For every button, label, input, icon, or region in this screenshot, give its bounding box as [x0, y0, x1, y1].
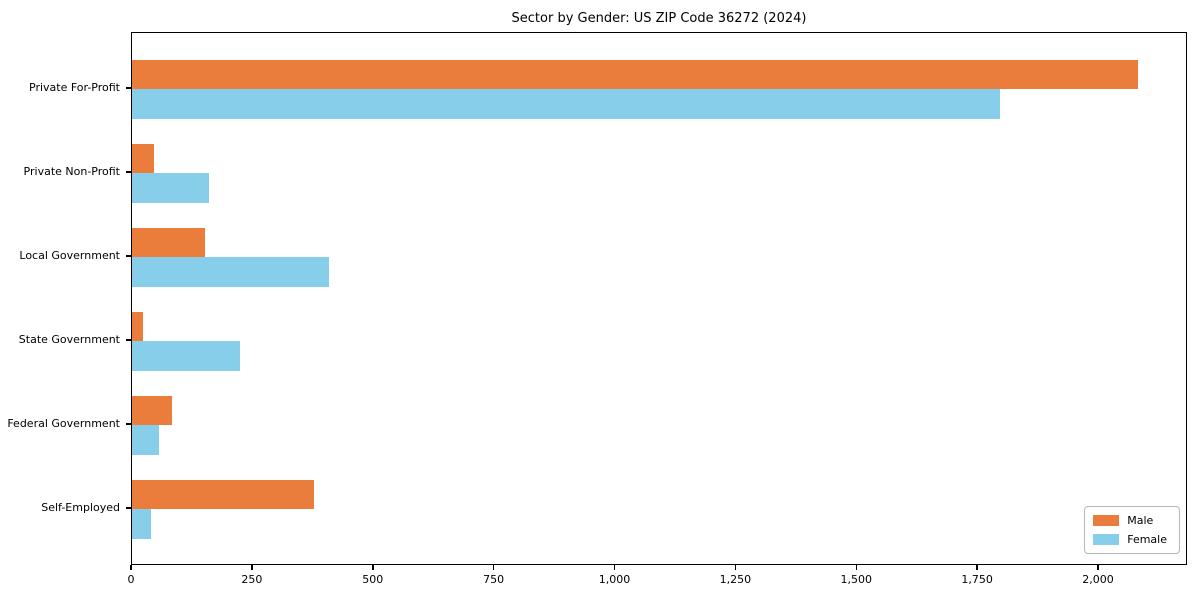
bar-female-4	[132, 425, 160, 455]
x-tick-label: 500	[362, 573, 384, 586]
legend-item-female: Female	[1093, 533, 1167, 546]
y-tick-mark	[126, 171, 131, 173]
y-tick-label: Private Non-Profit	[23, 165, 120, 178]
x-tick-label: 1,250	[719, 573, 752, 586]
bar-male-0	[132, 59, 1138, 89]
x-tick-mark	[251, 565, 253, 570]
chart-title: Sector by Gender: US ZIP Code 36272 (202…	[511, 11, 807, 26]
y-tick-mark	[126, 255, 131, 257]
bar-female-2	[132, 257, 330, 287]
x-tick-label: 1,000	[598, 573, 631, 586]
bar-female-3	[132, 341, 241, 371]
x-tick-mark	[372, 565, 374, 570]
legend-swatch-female	[1093, 534, 1120, 545]
bar-male-3	[132, 311, 144, 341]
bar-female-1	[132, 173, 209, 203]
x-tick-mark	[130, 565, 132, 570]
legend-swatch-male	[1093, 515, 1120, 526]
x-tick-label: 0	[127, 573, 135, 586]
x-tick-label: 750	[483, 573, 505, 586]
bar-male-2	[132, 227, 205, 257]
y-tick-label: Self-Employed	[41, 501, 120, 514]
y-tick-label: State Government	[18, 333, 120, 346]
y-tick-mark	[126, 339, 131, 341]
x-tick-label: 1,750	[961, 573, 993, 586]
legend-label-male: Male	[1127, 514, 1154, 527]
plot-area: Male Female	[131, 32, 1187, 565]
bar-female-5	[132, 509, 151, 539]
y-tick-mark	[126, 87, 131, 89]
x-tick-mark	[1097, 565, 1099, 570]
y-tick-mark	[126, 507, 131, 509]
legend-item-male: Male	[1093, 514, 1167, 527]
legend-label-female: Female	[1127, 533, 1167, 546]
legend: Male Female	[1084, 506, 1180, 554]
bar-female-0	[132, 89, 1000, 119]
x-tick-mark	[492, 565, 495, 570]
bar-male-4	[132, 395, 173, 425]
x-tick-mark	[976, 565, 978, 570]
x-tick-label: 1,500	[840, 573, 873, 586]
y-tick-label: Private For-Profit	[29, 81, 120, 94]
x-tick-mark	[734, 565, 737, 570]
x-tick-mark	[613, 565, 616, 570]
bar-male-1	[132, 143, 155, 173]
x-tick-mark	[855, 565, 858, 570]
x-tick-label: 250	[241, 573, 263, 586]
y-tick-mark	[126, 423, 131, 425]
y-tick-label: Local Government	[19, 249, 120, 262]
x-tick-label: 2,000	[1082, 573, 1114, 586]
y-tick-label: Federal Government	[7, 417, 120, 430]
bar-male-5	[132, 479, 315, 509]
